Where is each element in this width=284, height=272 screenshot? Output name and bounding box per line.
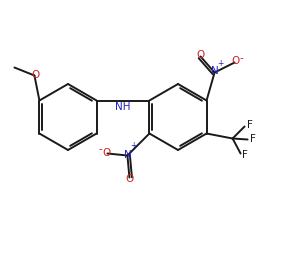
Text: F: F [242, 150, 248, 159]
Text: N: N [211, 66, 218, 76]
Text: F: F [250, 134, 256, 144]
Text: -: - [240, 54, 243, 63]
Text: N: N [124, 150, 131, 159]
Text: +: + [130, 141, 137, 150]
Text: O: O [102, 147, 110, 157]
Text: O: O [31, 70, 39, 79]
Text: NH: NH [115, 101, 131, 112]
Text: O: O [125, 174, 133, 184]
Text: O: O [231, 57, 240, 66]
Text: +: + [218, 58, 224, 67]
Text: O: O [197, 51, 205, 60]
Text: F: F [247, 120, 252, 131]
Text: -: - [99, 144, 102, 154]
